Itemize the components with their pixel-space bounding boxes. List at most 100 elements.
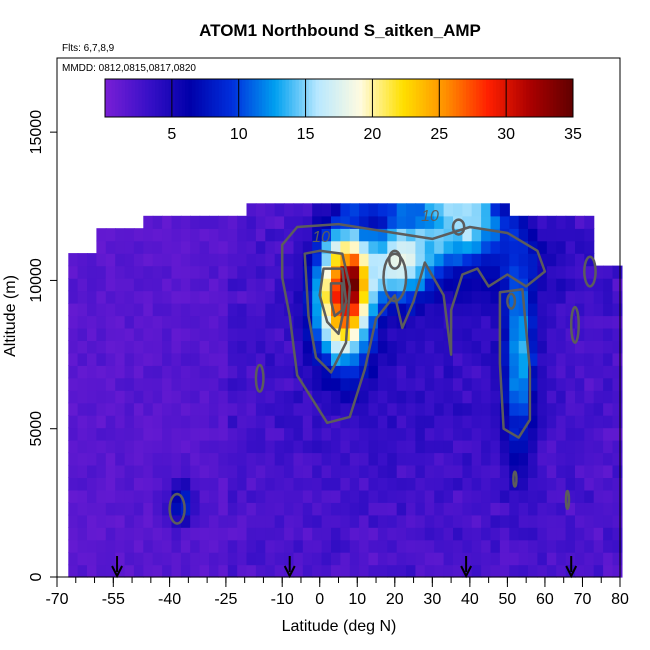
heatmap-cell [612,402,623,416]
colorbar-swatch [462,79,467,117]
heatmap-cell [87,278,97,292]
heatmap-cell [96,365,107,379]
heatmap-cell [349,203,360,217]
heatmap-cell [368,502,379,516]
heatmap-cell [396,377,407,391]
colorbar-swatch [161,79,166,117]
heatmap-cell [284,489,295,503]
heatmap-cell [143,390,154,404]
heatmap-cell [584,527,595,541]
heatmap-cell [481,552,492,566]
colorbar-swatch [569,79,574,117]
heatmap-cell [293,303,304,317]
colorbar-swatch [492,79,497,117]
heatmap-cell [462,278,473,292]
heatmap-cell [340,303,351,317]
heatmap-cell [190,452,201,466]
contour-line [564,489,571,511]
heatmap-cell [359,402,370,416]
heatmap-cell [133,315,144,329]
heatmap-cell [209,278,219,292]
heatmap-cell [209,539,219,553]
heatmap-cell [462,464,473,478]
heatmap-cell [115,290,126,304]
heatmap-cell [284,427,295,441]
heatmap-cell [396,564,407,578]
heatmap-cell [518,402,529,416]
heatmap-cell [546,452,557,466]
heatmap-cell [115,464,126,478]
heatmap-cell [368,265,379,279]
heatmap-cell [434,477,445,491]
heatmap-cell [87,552,97,566]
colorbar-swatch [335,79,340,117]
heatmap-cell [331,427,341,441]
heatmap-cell [462,415,473,429]
heatmap-cell [499,303,510,317]
heatmap-cell [302,352,313,366]
heatmap-cell [490,327,501,341]
heatmap-cell [227,278,238,292]
heatmap-cell [237,502,248,516]
heatmap-cell [246,415,257,429]
heatmap-cell [509,303,520,317]
heatmap-cell [227,489,238,503]
heatmap-cell [105,415,116,429]
heatmap-cell [124,502,135,516]
heatmap-cell [312,265,323,279]
heatmap-cell [133,240,144,254]
heatmap-cell [143,278,154,292]
heatmap-cell [312,427,323,441]
heatmap-cell [293,315,304,329]
heatmap-cell [368,539,379,553]
heatmap-cell [124,564,135,578]
heatmap-cell [406,415,417,429]
heatmap-cell [349,477,360,491]
heatmap-cell [396,265,407,279]
heatmap-cell [575,477,585,491]
heatmap-cell [284,315,295,329]
heatmap-cell [424,228,435,242]
heatmap-cell [96,327,107,341]
heatmap-cell [424,464,435,478]
heatmap-cell [396,278,407,292]
heatmap-cell [124,440,135,454]
heatmap-cell [490,477,501,491]
heatmap-cell [396,440,407,454]
heatmap-cell [143,552,154,566]
heatmap-cell [575,327,585,341]
heatmap-cell [565,464,576,478]
heatmap-cell [387,377,398,391]
heatmap-cell [387,340,398,354]
heatmap-cell [424,477,435,491]
heatmap-cell [434,552,445,566]
heatmap-cell [255,415,266,429]
colorbar-swatch [529,79,534,117]
heatmap-cell [124,402,135,416]
heatmap-cell [284,464,295,478]
heatmap-cell [518,464,529,478]
heatmap-cell [96,514,107,528]
heatmap-cell [556,265,567,279]
heatmap-cell [537,240,548,254]
heatmap-cell [124,415,135,429]
heatmap-cell [415,539,426,553]
heatmap-cell [321,327,332,341]
colorbar-swatch [151,79,156,117]
heatmap-cell [396,464,407,478]
heatmap-cell [556,340,567,354]
heatmap-cell [190,265,201,279]
contour-line [498,288,532,439]
heatmap-cell [359,352,370,366]
heatmap-cell [87,265,97,279]
heatmap-cell [349,290,360,304]
heatmap-cell [575,527,585,541]
heatmap-cell [199,290,210,304]
heatmap-cell [612,278,623,292]
heatmap-cell [209,489,219,503]
colorbar-swatch [198,79,203,117]
heatmap-cell [546,502,557,516]
heatmap-cell [209,228,219,242]
heatmap-cell [321,303,332,317]
heatmap-cell [237,527,248,541]
